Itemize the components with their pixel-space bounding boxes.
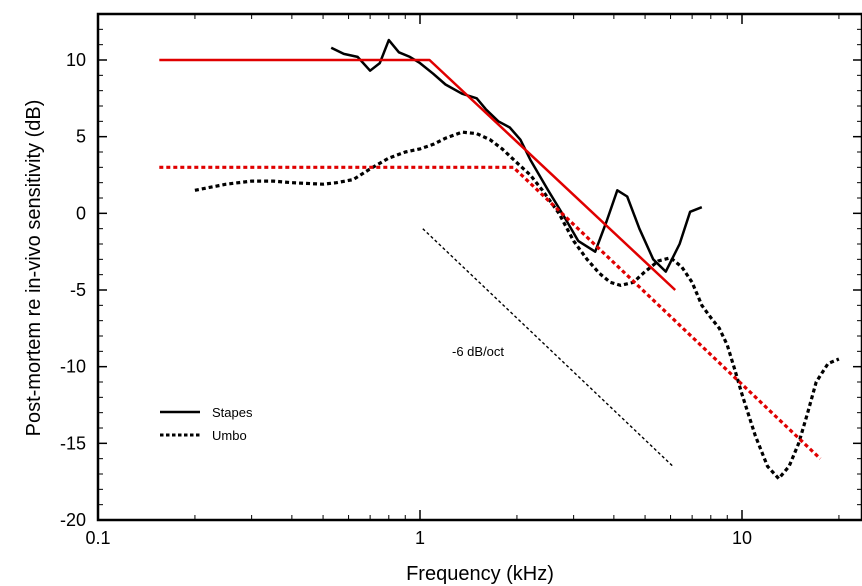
slope-reference-line xyxy=(422,228,674,467)
y-tick-label: -15 xyxy=(60,433,86,453)
legend-stapes-label: Stapes xyxy=(212,405,253,420)
y-axis-title: Post-mortem re in-vivo sensitivity (dB) xyxy=(23,100,45,437)
umbo-series-line xyxy=(194,130,840,481)
slope-annotation: -6 dB/oct xyxy=(452,344,504,359)
axis-ticks xyxy=(97,14,862,521)
y-tick-label: -5 xyxy=(70,280,86,300)
series-layer xyxy=(159,38,840,481)
plot-frame xyxy=(96,12,862,522)
y-tick-label: 10 xyxy=(66,50,86,70)
legend: Stapes Umbo xyxy=(160,405,253,443)
y-tick-label: -20 xyxy=(60,510,86,530)
x-axis-title: Frequency (kHz) xyxy=(406,563,554,585)
fit-line-3 xyxy=(159,165,822,460)
y-tick-label: 5 xyxy=(76,127,86,147)
x-tick-label: 1 xyxy=(415,528,425,548)
axis-tick-labels: 10 5 0 -5 -10 -15 -200.1 1 10 xyxy=(60,50,752,548)
stapes-series-line xyxy=(330,38,703,273)
y-tick-label: 0 xyxy=(76,203,86,223)
y-tick-label: -10 xyxy=(60,357,86,377)
x-tick-label: 10 xyxy=(732,528,752,548)
legend-umbo-label: Umbo xyxy=(212,428,247,443)
x-tick-label: 0.1 xyxy=(85,528,110,548)
fit-line-2 xyxy=(159,58,677,291)
